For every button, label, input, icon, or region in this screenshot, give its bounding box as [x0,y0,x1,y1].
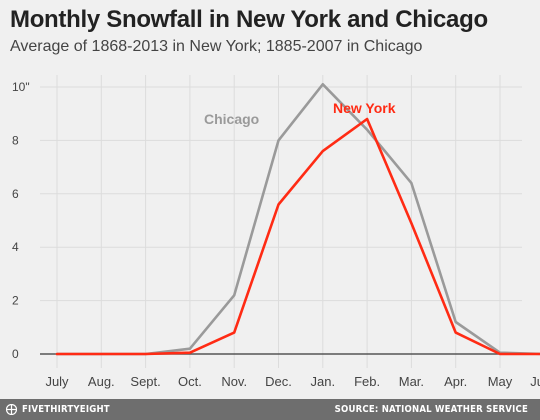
x-tick-label: Dec. [265,374,292,389]
chart-title: Monthly Snowfall in New York and Chicago [10,6,488,33]
x-tick-label: Oct. [178,374,202,389]
y-tick-label: 6 [12,187,19,201]
y-tick-label: 2 [12,294,19,308]
fivethirtyeight-logo-icon [6,404,17,415]
x-tick-label: July [45,374,69,389]
x-tick-label: Jan. [311,374,336,389]
series-line-chicago [55,83,540,356]
snowfall-line-chart: 0 2 4 6 8 10" July Aug. Sept. Oct. Nov. Dec. Jan. Fe… [12,75,540,389]
chart-subtitle: Average of 1868-2013 in New York; 1885-2… [10,38,423,55]
x-tick-label: Nov. [221,374,247,389]
y-tick-label: 0 [12,347,19,361]
y-tick-label: 4 [12,240,19,254]
x-tick-label: Aug. [88,374,115,389]
x-tick-label: Feb. [354,374,380,389]
x-tick-label: Sept. [130,374,160,389]
x-tick-label: June [530,374,540,389]
series-label-chicago: Chicago [204,111,259,127]
x-tick-label: May [488,374,513,389]
y-tick-label: 8 [12,133,19,147]
footer-bar: FIVETHIRTYEIGHT SOURCE: NATIONAL WEATHER… [0,399,540,420]
x-tick-label: Mar. [399,374,424,389]
y-tick-label: 10" [12,80,30,94]
x-tick-label: Apr. [444,374,467,389]
footer-brand: FIVETHIRTYEIGHT [22,404,110,415]
series-label-new-york: New York [333,100,396,116]
footer-source: SOURCE: NATIONAL WEATHER SERVICE [334,404,528,415]
series-line-new-york [55,117,540,356]
